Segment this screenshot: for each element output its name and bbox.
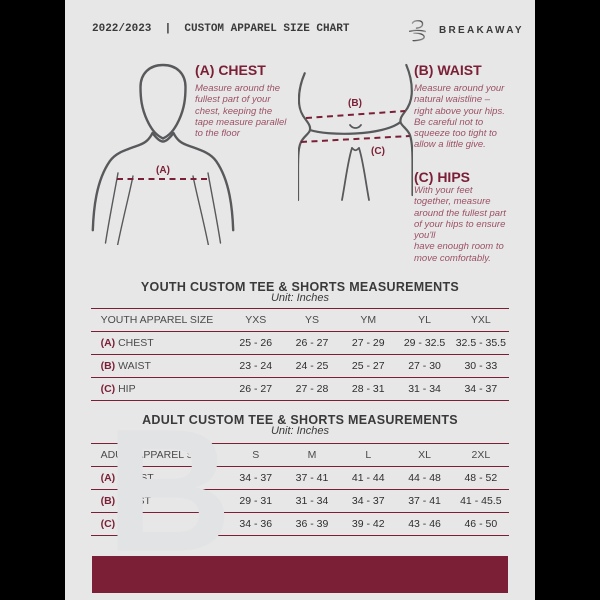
svg-text:(B): (B) [348,98,362,109]
svg-text:(A): (A) [156,165,170,176]
svg-text:(C): (C) [371,146,385,157]
